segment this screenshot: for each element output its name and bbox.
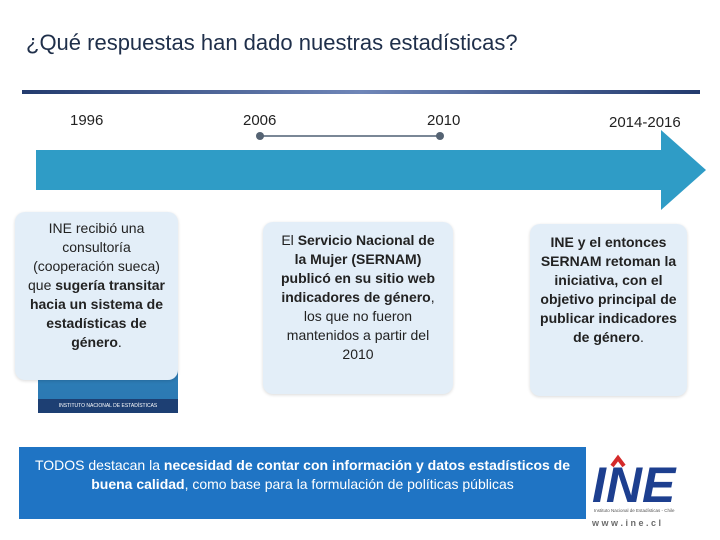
card-1996: INE recibió una consultoría (cooperación… <box>15 212 178 380</box>
title-divider <box>22 90 700 94</box>
card-2006-text-1: El <box>281 232 298 248</box>
card-2006: El Servicio Nacional de la Mujer (SERNAM… <box>263 222 453 394</box>
timeline-arrow <box>36 130 706 210</box>
conclusion-box: TODOS destacan la necesidad de contar co… <box>19 447 586 519</box>
slide-title: ¿Qué respuestas han dado nuestras estadí… <box>26 30 518 55</box>
card-2014-text-end: . <box>640 329 644 345</box>
ine-logo-url: w w w . i n e . c l <box>591 518 661 528</box>
card-1996-text-bold: sugería transitar hacia un sistema de es… <box>29 277 165 350</box>
card-2014-text-bold: INE y el entonces SERNAM retoman la inic… <box>540 234 677 345</box>
marker-2006 <box>256 132 264 140</box>
card-2006-text-end: , los que no fueron mantenidos a partir … <box>286 289 435 362</box>
year-2014-2016: 2014-2016 <box>609 114 681 131</box>
report-cover-strip: INSTITUTO NACIONAL DE ESTADÍSTICAS <box>38 399 178 413</box>
conclusion-text-bold: necesidad de contar con información y da… <box>91 457 571 492</box>
timeline-markers <box>256 132 444 140</box>
card-2014-2016: INE y el entonces SERNAM retoman la inic… <box>530 224 687 396</box>
ine-logo-accent <box>610 454 626 468</box>
year-2010: 2010 <box>427 112 461 129</box>
card-1996-text-1: INE recibió una consultoría (cooperación… <box>28 220 160 293</box>
marker-2010 <box>436 132 444 140</box>
card-2006-text-bold: Servicio Nacional de la Mujer (SERNAM) p… <box>280 232 435 305</box>
conclusion-text-1: TODOS destacan la <box>34 457 164 473</box>
conclusion-text-end: , como base para la formulación de polít… <box>184 476 514 492</box>
card-1996-text-end: . <box>117 334 122 350</box>
year-1996: 1996 <box>70 112 104 129</box>
year-2006: 2006 <box>243 112 277 129</box>
ine-logo-brand: INE <box>592 457 677 513</box>
ine-logo-subtitle: Instituto Nacional de Estadísticas - Chi… <box>594 508 675 513</box>
ine-logo: INE Instituto Nacional de Estadísticas -… <box>591 454 677 528</box>
